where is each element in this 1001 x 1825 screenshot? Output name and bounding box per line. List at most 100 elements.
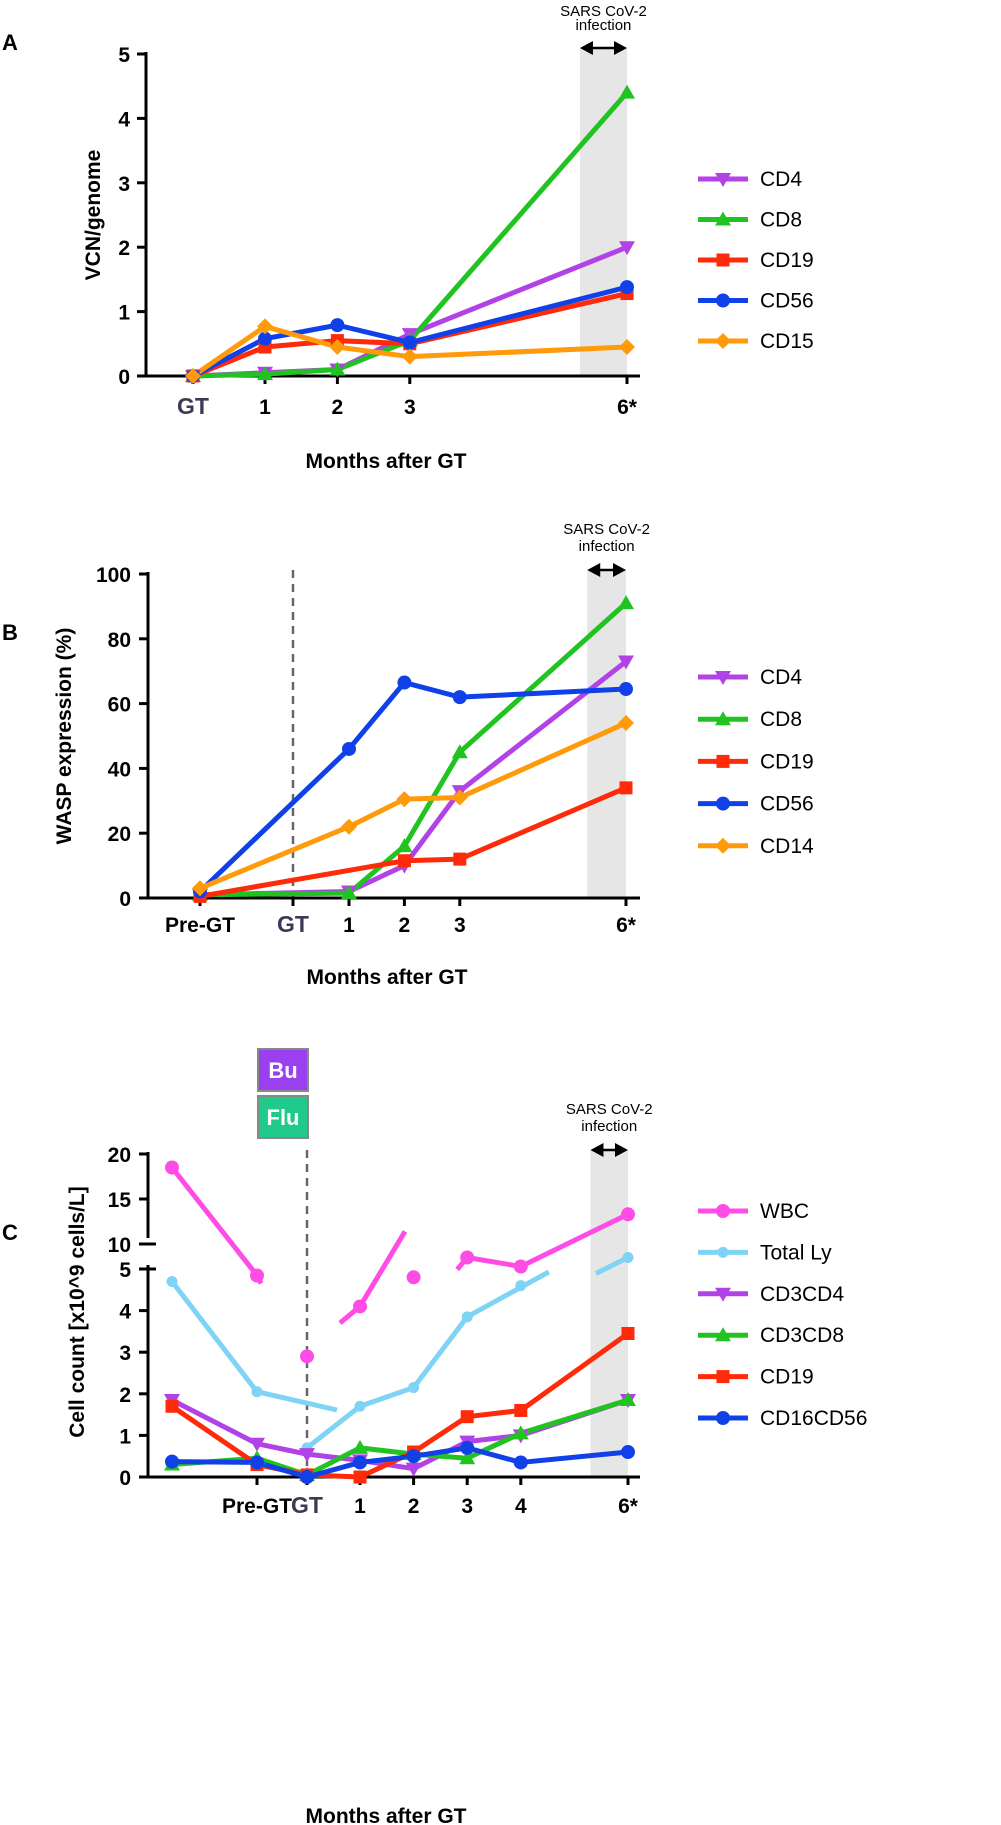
data-point-cd14: [618, 715, 634, 732]
series-line-cd3cd4: [306, 1451, 361, 1463]
bu-conditioning-label: Bu: [268, 1058, 297, 1083]
data-point-cd16cd56: [513, 1455, 528, 1470]
legend-marker-wbc: [716, 1204, 730, 1218]
y-tick-label-0: 0: [119, 888, 131, 911]
panel-a-x-axis-title: Months after GT: [306, 450, 467, 473]
legend-marker-cd8: [715, 711, 731, 726]
series-line-cd19: [404, 856, 460, 864]
legend-marker-cd4: [715, 173, 731, 187]
data-point-cd19: [165, 1399, 179, 1413]
series-line-wbc: [170, 1165, 259, 1278]
series-line-wbc: [357, 1230, 408, 1308]
y-tick-label-60: 60: [108, 694, 131, 717]
panel-b-axes: [146, 572, 640, 900]
legend-marker-cd56: [716, 796, 730, 811]
data-point-cd56: [258, 331, 272, 346]
legend-label-cd15: CD15: [760, 330, 814, 353]
data-point-cd3cd8: [620, 1392, 636, 1407]
data-point-cd19: [460, 1410, 474, 1424]
series-line-cd8: [407, 90, 629, 343]
data-point-wbc: [300, 1349, 314, 1364]
data-point-total-ly: [461, 1311, 473, 1323]
series-line-cd56: [409, 284, 628, 345]
y-tick-label-4: 4: [119, 1301, 131, 1324]
legend-label-cd14: CD14: [760, 835, 814, 858]
x-tick-label-1: 1: [354, 1495, 366, 1518]
data-point-cd14: [396, 791, 413, 808]
data-point-cd56: [452, 690, 467, 705]
series-line-cd3cd4: [170, 1397, 259, 1446]
panel-b-x-axis-title: Months after GT: [307, 966, 468, 989]
data-point-total-ly: [354, 1400, 366, 1412]
panel-letter-a: A: [2, 30, 18, 55]
series-line-total-ly: [256, 1389, 338, 1413]
legend-label-cd19: CD19: [760, 1366, 814, 1389]
y-tick-label-40: 40: [108, 758, 131, 781]
series-line-cd8: [458, 601, 628, 755]
legend-label-cd4: CD4: [760, 168, 802, 191]
series-line-cd3cd8: [466, 1431, 522, 1461]
y-tick-label-2: 2: [119, 1384, 131, 1407]
x-tick-label-3: 3: [454, 914, 466, 937]
data-point-cd3cd8: [459, 1450, 476, 1465]
series-line-cd19: [170, 1404, 259, 1467]
flu-conditioning-label: Flu: [267, 1105, 300, 1130]
data-point-cd15: [619, 339, 635, 356]
data-point-cd16cd56: [300, 1470, 314, 1484]
data-point-cd8: [329, 361, 346, 376]
data-point-total-ly: [408, 1382, 420, 1394]
y-tick-label-4: 4: [118, 108, 130, 131]
data-point-wbc: [621, 1207, 635, 1222]
x-tick-label-1: 1: [259, 396, 271, 419]
panel-a-y-ticks: 0 1 2 3 4 5: [118, 44, 146, 389]
legend-marker-cd19: [716, 253, 730, 267]
legend-label-wbc: WBC: [760, 1200, 809, 1223]
series-line-cd16cd56: [466, 1445, 522, 1465]
legend-marker-total-ly: [717, 1246, 729, 1258]
data-point-cd56: [330, 318, 345, 333]
series-line-cd3cd8: [520, 1397, 629, 1436]
legend-label-cd4: CD4: [760, 666, 802, 689]
x-tick-label-6: 6*: [616, 914, 637, 937]
legend-label-cd56: CD56: [760, 290, 814, 313]
series-line-cd15: [264, 324, 339, 350]
series-line-cd16cd56: [256, 1460, 308, 1480]
panel-c-y-ticks: 0 1 2 3 4 510 15 20: [108, 1144, 148, 1490]
x-tick-label-6: 6*: [617, 396, 638, 419]
series-line-cd15: [409, 344, 628, 360]
data-point-cd3cd8: [512, 1425, 529, 1440]
x-tick-label-3: 3: [461, 1495, 473, 1518]
legend-marker-cd19: [716, 754, 730, 768]
y-tick-label-0: 0: [118, 366, 130, 389]
series-line-total-ly: [170, 1279, 259, 1394]
legend-marker-cd14: [715, 837, 731, 854]
flu-conditioning-box: [257, 1095, 309, 1139]
series-line-cd4: [458, 659, 628, 794]
data-point-cd16cd56: [250, 1455, 264, 1470]
data-point-cd8: [451, 744, 468, 759]
data-point-wbc: [353, 1299, 367, 1314]
panel-c-x-axis-title: Months after GT: [306, 1805, 467, 1825]
panel-a-series: [185, 84, 635, 384]
data-point-cd56: [619, 682, 633, 697]
data-point-cd8: [396, 838, 413, 853]
y-tick-label-5: 5: [119, 1259, 131, 1282]
panel-b-y-axis-title: WASP expression (%): [53, 628, 76, 845]
panel-c-x-ticks: Pre-GT GT 1 2 3 4 6*: [222, 1477, 639, 1518]
panel-c-legend: WBC Total Ly CD3CD4 CD3CD8 CD19 CD16CD56: [698, 1200, 867, 1430]
series-line-cd56: [264, 322, 338, 342]
data-point-cd4: [618, 655, 634, 670]
panel-b-x-ticks: Pre-GT GT 1 2 3 6*: [165, 898, 637, 937]
y-tick-label-10: 10: [108, 1234, 131, 1257]
panel-a-arrowhead-right: [614, 41, 627, 55]
legend-label-cd3cd8: CD3CD8: [760, 1324, 844, 1347]
legend-label-cd8: CD8: [760, 708, 802, 731]
data-point-cd14: [192, 880, 208, 897]
series-line-cd16cd56: [520, 1449, 629, 1465]
data-point-cd4: [619, 241, 635, 256]
series-line-cd16cd56: [306, 1460, 361, 1480]
legend-marker-cd15: [715, 333, 731, 349]
series-line-cd16cd56: [413, 1445, 468, 1459]
data-point-cd19: [621, 1326, 635, 1340]
series-line-cd15: [191, 324, 267, 379]
